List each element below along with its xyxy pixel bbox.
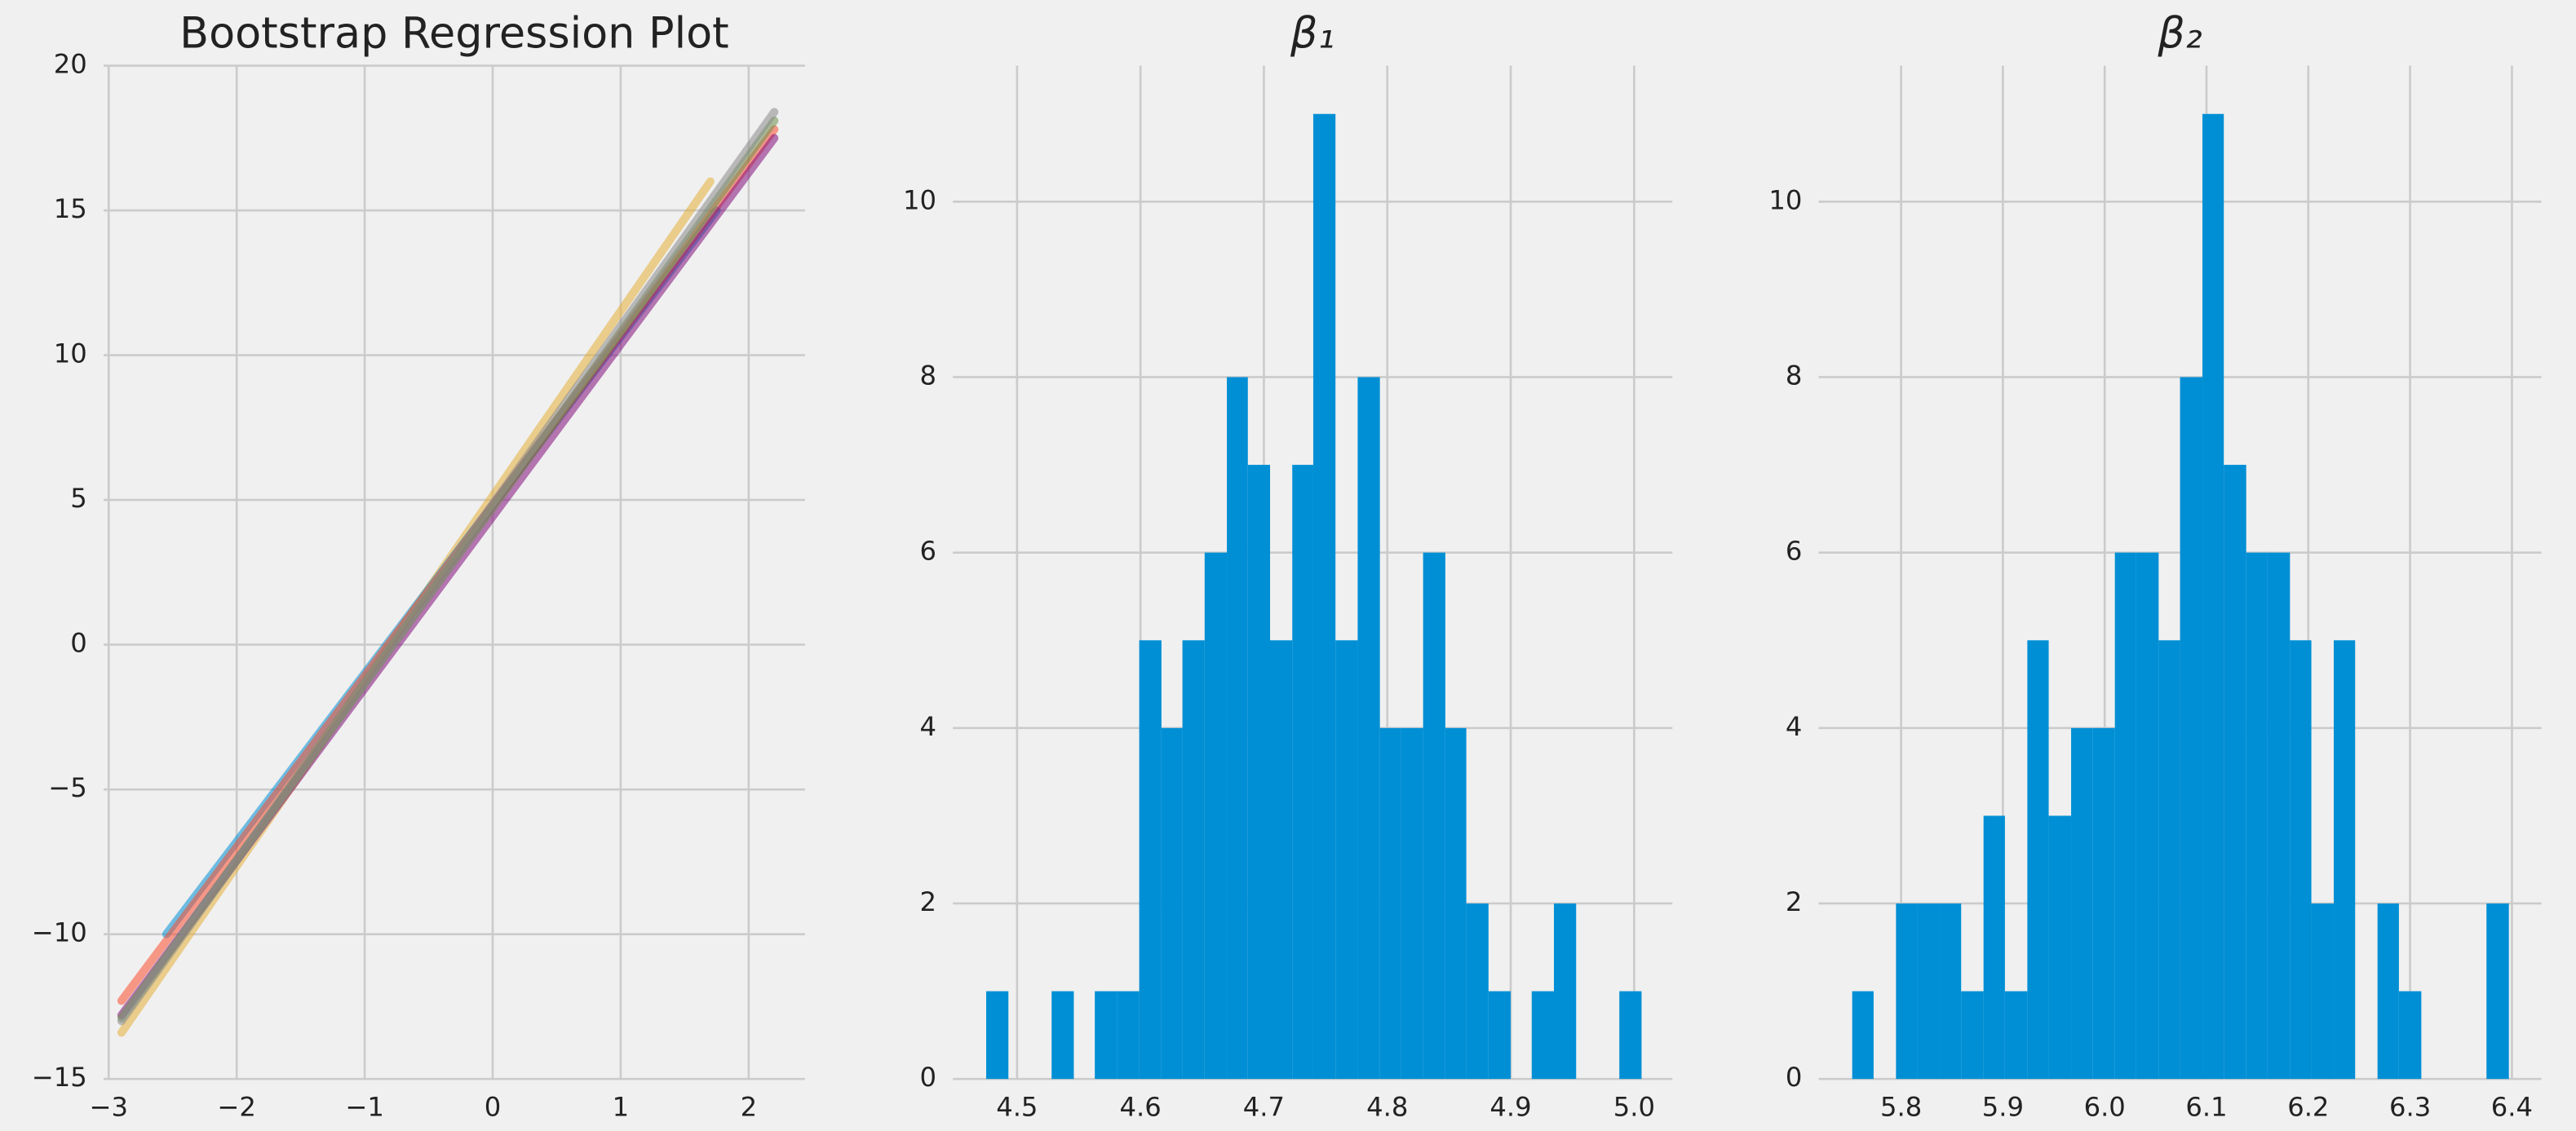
histogram-bar — [1961, 991, 1984, 1080]
histogram-bar — [1270, 640, 1293, 1080]
histogram-bar — [1117, 991, 1140, 1080]
x-tick-label: 2 — [741, 1091, 757, 1122]
y-tick-label: −10 — [32, 917, 87, 948]
histogram-bar — [2334, 640, 2356, 1080]
x-tick-label: 6.2 — [2287, 1091, 2329, 1122]
y-tick-label: 20 — [54, 49, 87, 80]
histogram-bar — [1204, 552, 1228, 1080]
x-tick-label: −1 — [345, 1091, 384, 1122]
y-tick-label: 2 — [920, 886, 937, 917]
histogram-bar — [2290, 640, 2312, 1080]
x-tick-label: 4.6 — [1120, 1091, 1162, 1122]
y-tick-label: −15 — [32, 1062, 87, 1093]
histogram-bar — [986, 991, 1009, 1080]
histogram-bar — [1095, 991, 1118, 1080]
histogram-bar — [1619, 991, 1642, 1080]
y-tick-label: 5 — [70, 483, 87, 514]
histogram-bar — [1051, 991, 1074, 1080]
y-tick-label: 4 — [920, 711, 937, 742]
x-tick-label: 4.7 — [1243, 1091, 1285, 1122]
histogram-bar — [2092, 727, 2115, 1080]
histogram-bar — [1466, 903, 1489, 1080]
histogram-bar — [1488, 991, 1512, 1080]
histogram-bar — [1335, 640, 1358, 1080]
y-tick-label: −5 — [48, 772, 87, 803]
histogram-bar — [2071, 727, 2093, 1080]
histogram-bar — [1917, 903, 1941, 1080]
histogram-bar — [1983, 815, 2005, 1080]
histogram-bar — [2027, 640, 2049, 1080]
x-tick-label: 4.8 — [1366, 1091, 1408, 1122]
histogram-bar — [1852, 991, 1874, 1080]
histogram-bar — [1401, 727, 1423, 1080]
x-tick-label: 5.0 — [1613, 1091, 1655, 1122]
y-tick-label: 8 — [1786, 360, 1803, 391]
x-tick-label: 0 — [485, 1091, 502, 1122]
y-tick-label: 0 — [70, 628, 87, 659]
histogram-bar — [2377, 903, 2399, 1080]
x-tick-label: 6.3 — [2389, 1091, 2431, 1122]
x-tick-label: 4.5 — [996, 1091, 1038, 1122]
histogram-bar — [1357, 377, 1380, 1080]
histogram-bar — [1423, 552, 1445, 1080]
histogram-bar — [2004, 991, 2028, 1080]
chart-title: β₁ — [1290, 8, 1334, 58]
y-tick-label: 4 — [1786, 711, 1803, 742]
histogram-bar — [2246, 552, 2268, 1080]
histogram-bar — [2136, 552, 2159, 1080]
histogram-bar — [1531, 991, 1555, 1080]
x-tick-label: 5.9 — [1982, 1091, 2024, 1122]
x-tick-label: −3 — [89, 1091, 127, 1122]
y-tick-label: 0 — [920, 1062, 937, 1093]
chart-title: Bootstrap Regression Plot — [179, 8, 729, 58]
histogram-bar — [2267, 552, 2291, 1080]
histogram-bar — [1312, 113, 1336, 1080]
histogram-bar — [2224, 465, 2246, 1080]
y-tick-label: 8 — [920, 360, 937, 391]
histogram-bar — [1940, 903, 1962, 1080]
histogram-bar — [1896, 903, 1918, 1080]
histogram-bar — [1247, 465, 1271, 1080]
histogram-bar — [2114, 552, 2136, 1080]
histogram-bar — [1292, 465, 1313, 1080]
x-tick-label: 4.9 — [1489, 1091, 1531, 1122]
histogram-bar — [1554, 903, 1577, 1080]
histogram-bar — [2180, 377, 2203, 1080]
histogram-bar — [2048, 815, 2072, 1080]
x-tick-label: 1 — [613, 1091, 630, 1122]
y-tick-label: 6 — [920, 536, 937, 567]
histogram-bar — [1445, 727, 1467, 1080]
histogram-bar — [1139, 640, 1162, 1080]
histogram-bar — [2486, 903, 2509, 1080]
histogram-bar — [2202, 113, 2224, 1080]
histogram-bar — [1227, 377, 1248, 1080]
regression-line — [117, 108, 779, 1026]
y-tick-label: 10 — [54, 338, 87, 369]
histogram-bar — [2398, 991, 2422, 1080]
histogram-bar — [2311, 903, 2335, 1080]
y-tick-label: 10 — [903, 184, 936, 215]
x-tick-label: 6.0 — [2084, 1091, 2126, 1122]
x-tick-label: −2 — [217, 1091, 256, 1122]
y-tick-label: 2 — [1786, 886, 1803, 917]
histogram-bar — [1379, 727, 1401, 1080]
y-tick-label: 10 — [1768, 184, 1802, 215]
x-tick-label: 6.4 — [2491, 1091, 2533, 1122]
y-tick-label: 15 — [54, 193, 87, 224]
x-tick-label: 5.8 — [1880, 1091, 1922, 1122]
y-tick-label: 6 — [1786, 536, 1803, 567]
histogram-bar — [2158, 640, 2180, 1080]
y-tick-label: 0 — [1786, 1062, 1803, 1093]
histogram-bar — [1161, 727, 1183, 1080]
chart-title: β₂ — [2157, 8, 2202, 58]
histogram-bar — [1182, 640, 1205, 1080]
x-tick-label: 6.1 — [2185, 1091, 2227, 1122]
